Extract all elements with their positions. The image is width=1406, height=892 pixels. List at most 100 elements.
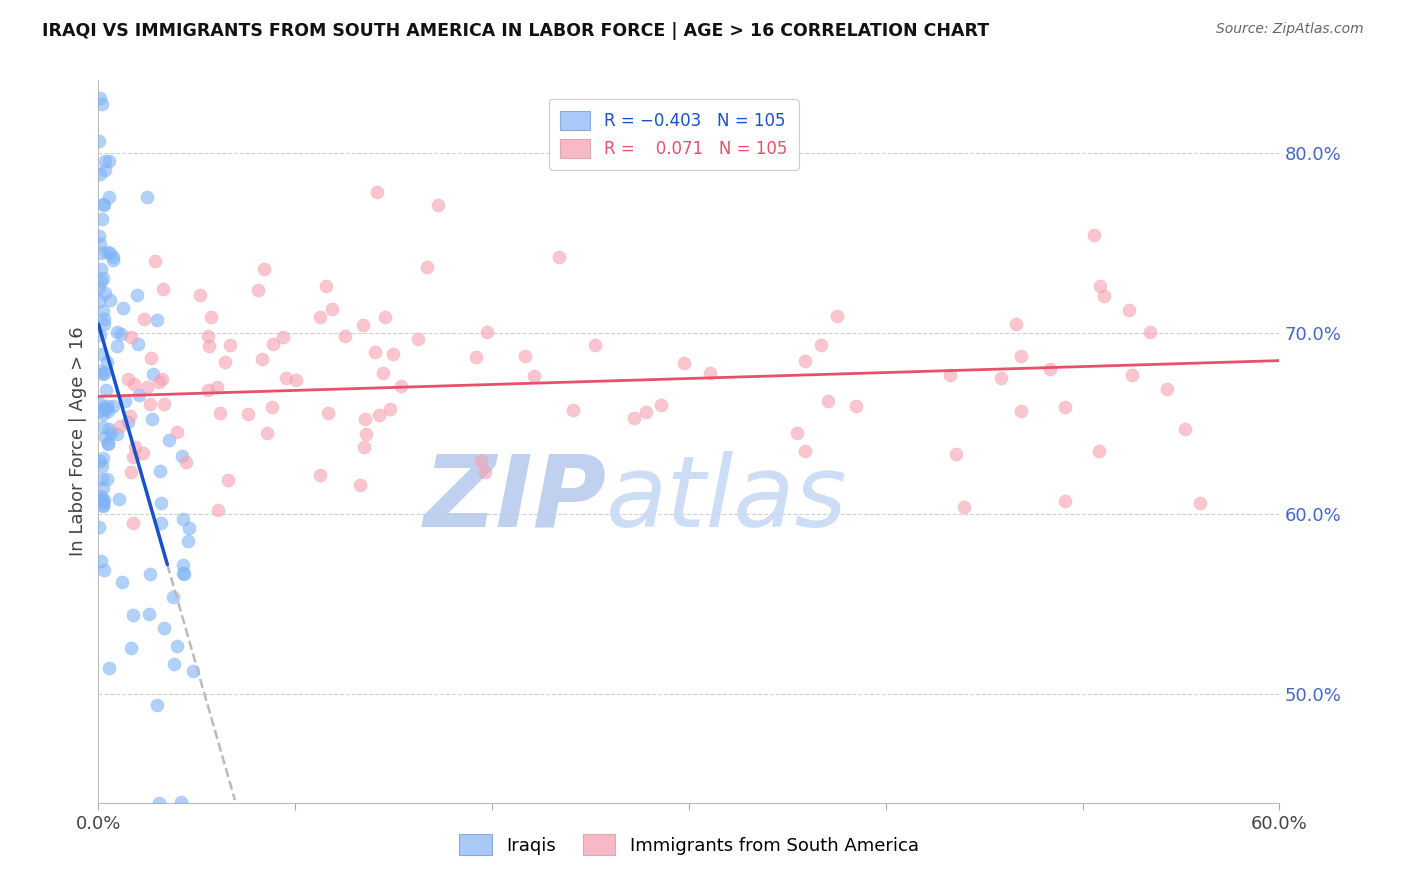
Point bbox=[97, 435, 120, 450]
Point bbox=[349, 478, 371, 492]
Point bbox=[172, 558, 194, 572]
Point bbox=[89, 134, 111, 148]
Point bbox=[953, 500, 976, 515]
Point bbox=[353, 440, 375, 454]
Point bbox=[308, 467, 330, 482]
Point bbox=[207, 503, 229, 517]
Point bbox=[91, 196, 114, 211]
Point bbox=[97, 404, 120, 418]
Point bbox=[93, 401, 115, 415]
Point bbox=[197, 329, 219, 343]
Point bbox=[98, 154, 121, 169]
Point bbox=[94, 383, 117, 397]
Point bbox=[181, 664, 204, 678]
Point bbox=[256, 425, 278, 440]
Point bbox=[209, 406, 232, 420]
Point bbox=[89, 237, 111, 252]
Point bbox=[623, 411, 645, 425]
Point bbox=[218, 338, 240, 352]
Point bbox=[157, 434, 180, 448]
Point bbox=[143, 254, 166, 268]
Point bbox=[96, 244, 118, 259]
Point bbox=[91, 498, 114, 512]
Point bbox=[90, 274, 112, 288]
Point bbox=[149, 464, 172, 478]
Point bbox=[200, 310, 222, 324]
Point bbox=[91, 96, 114, 111]
Point bbox=[93, 495, 115, 509]
Point bbox=[636, 405, 658, 419]
Point bbox=[271, 329, 294, 343]
Point bbox=[91, 459, 114, 474]
Point bbox=[93, 312, 115, 326]
Point bbox=[90, 246, 112, 260]
Point bbox=[91, 472, 114, 486]
Point bbox=[98, 422, 121, 436]
Point bbox=[93, 563, 115, 577]
Point bbox=[699, 367, 721, 381]
Legend: Iraqis, Immigrants from South America: Iraqis, Immigrants from South America bbox=[449, 823, 929, 866]
Point bbox=[354, 426, 377, 441]
Text: Source: ZipAtlas.com: Source: ZipAtlas.com bbox=[1216, 22, 1364, 37]
Point bbox=[152, 397, 174, 411]
Point bbox=[794, 353, 817, 368]
Point bbox=[262, 336, 284, 351]
Point bbox=[583, 337, 606, 351]
Point bbox=[150, 372, 173, 386]
Point bbox=[94, 163, 117, 178]
Point bbox=[1004, 318, 1026, 332]
Point bbox=[170, 449, 193, 463]
Point bbox=[91, 303, 114, 318]
Point bbox=[108, 419, 131, 434]
Point bbox=[114, 394, 136, 409]
Point bbox=[124, 440, 146, 454]
Point bbox=[177, 521, 200, 535]
Point bbox=[89, 91, 111, 105]
Point bbox=[120, 466, 142, 480]
Point bbox=[817, 393, 839, 408]
Point bbox=[108, 492, 131, 507]
Point bbox=[121, 450, 143, 464]
Point bbox=[177, 534, 200, 549]
Point bbox=[1118, 303, 1140, 318]
Point bbox=[89, 281, 111, 295]
Point bbox=[90, 262, 112, 277]
Point bbox=[98, 293, 121, 307]
Point bbox=[110, 326, 132, 341]
Point bbox=[105, 339, 128, 353]
Point bbox=[148, 796, 170, 810]
Point bbox=[91, 481, 114, 495]
Point bbox=[163, 657, 186, 672]
Point bbox=[91, 367, 114, 381]
Point bbox=[172, 512, 194, 526]
Point bbox=[91, 271, 114, 285]
Point bbox=[136, 380, 159, 394]
Point bbox=[101, 252, 124, 267]
Point bbox=[470, 454, 492, 468]
Point bbox=[90, 211, 112, 226]
Point bbox=[120, 330, 142, 344]
Point bbox=[1189, 496, 1212, 510]
Point bbox=[132, 311, 155, 326]
Point bbox=[217, 473, 239, 487]
Point bbox=[139, 351, 162, 365]
Point bbox=[127, 288, 149, 302]
Point bbox=[170, 795, 193, 809]
Point bbox=[90, 347, 112, 361]
Point bbox=[475, 325, 498, 339]
Point bbox=[152, 282, 174, 296]
Text: atlas: atlas bbox=[606, 450, 848, 548]
Point bbox=[118, 409, 141, 423]
Point bbox=[366, 186, 388, 200]
Point bbox=[89, 493, 111, 508]
Point bbox=[382, 346, 405, 360]
Point bbox=[990, 371, 1012, 385]
Point bbox=[96, 401, 118, 416]
Point bbox=[132, 446, 155, 460]
Point bbox=[141, 368, 163, 382]
Text: IRAQI VS IMMIGRANTS FROM SOUTH AMERICA IN LABOR FORCE | AGE > 16 CORRELATION CHA: IRAQI VS IMMIGRANTS FROM SOUTH AMERICA I… bbox=[42, 22, 990, 40]
Point bbox=[1053, 400, 1076, 414]
Point bbox=[98, 246, 121, 260]
Point bbox=[105, 325, 128, 339]
Point bbox=[368, 408, 391, 422]
